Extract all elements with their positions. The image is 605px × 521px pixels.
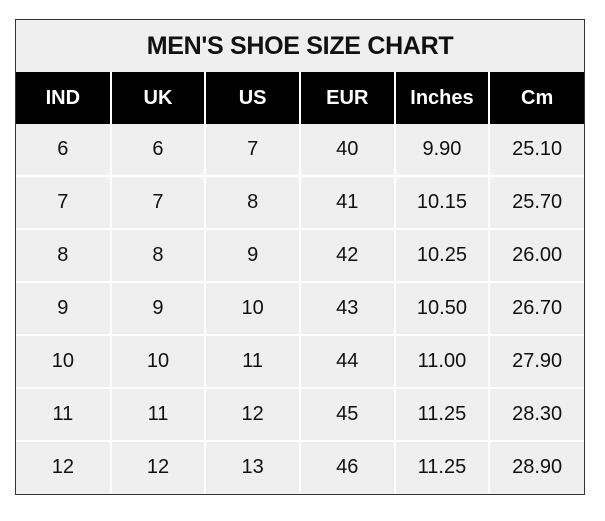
table-cell: 11 (109, 387, 206, 441)
table-cell: 10.25 (393, 228, 490, 282)
table-cell: 28.30 (488, 387, 584, 441)
table-cell: 46 (298, 440, 395, 493)
table-cell: 45 (298, 387, 395, 441)
size-table: IND UK US EUR Inches Cm 6 6 7 40 9.90 25.10 7 7 8 41 10… (16, 72, 584, 493)
table-cell: 8 (204, 175, 300, 229)
table-cell: 7 (204, 124, 300, 176)
table-row: 7 7 8 41 10.15 25.70 (16, 175, 584, 229)
table-cell: 6 (109, 124, 206, 176)
size-chart: MEN'S SHOE SIZE CHART IND UK US EUR Inches Cm… (15, 19, 585, 495)
table-cell: 13 (204, 440, 300, 493)
table-cell: 10.15 (393, 175, 490, 229)
table-cell: 44 (298, 334, 395, 388)
table-cell: 26.00 (488, 228, 584, 282)
table-cell: 26.70 (488, 281, 584, 335)
column-header: US (204, 72, 300, 124)
table-cell: 7 (16, 175, 111, 229)
column-header: EUR (298, 72, 395, 124)
table-cell: 9.90 (393, 124, 490, 176)
table-cell: 11.25 (393, 387, 490, 441)
table-row: 11 11 12 45 11.25 28.30 (16, 387, 584, 441)
table-cell: 25.70 (488, 175, 584, 229)
table-cell: 9 (109, 281, 206, 335)
table-cell: 42 (298, 228, 395, 282)
table-cell: 10 (204, 281, 300, 335)
table-cell: 8 (109, 228, 206, 282)
table-cell: 10 (109, 334, 206, 388)
table-cell: 11 (204, 334, 300, 388)
table-cell: 11.25 (393, 440, 490, 493)
table-cell: 43 (298, 281, 395, 335)
table-cell: 40 (298, 124, 395, 176)
table-cell: 25.10 (488, 124, 584, 176)
table-cell: 9 (204, 228, 300, 282)
table-cell: 7 (109, 175, 206, 229)
column-header: Cm (488, 72, 584, 124)
table-row: 6 6 7 40 9.90 25.10 (16, 124, 584, 176)
table-cell: 11 (16, 387, 111, 441)
table-cell: 9 (16, 281, 111, 335)
table-cell: 41 (298, 175, 395, 229)
header-row: IND UK US EUR Inches Cm (16, 72, 584, 124)
table-cell: 11.00 (393, 334, 490, 388)
table-cell: 10.50 (393, 281, 490, 335)
table-cell: 12 (16, 440, 111, 493)
table-cell: 12 (204, 387, 300, 441)
table-cell: 8 (16, 228, 111, 282)
table-cell: 28.90 (488, 440, 584, 493)
column-header: IND (16, 72, 111, 124)
table-cell: 10 (16, 334, 111, 388)
table-cell: 6 (16, 124, 111, 176)
table-row: 12 12 13 46 11.25 28.90 (16, 440, 584, 493)
table-cell: 27.90 (488, 334, 584, 388)
table-row: 9 9 10 43 10.50 26.70 (16, 281, 584, 335)
chart-title: MEN'S SHOE SIZE CHART (146, 31, 454, 60)
column-header: Inches (393, 72, 490, 124)
table-row: 10 10 11 44 11.00 27.90 (16, 334, 584, 388)
column-header: UK (109, 72, 206, 124)
table-row: 8 8 9 42 10.25 26.00 (16, 228, 584, 282)
table-cell: 12 (109, 440, 206, 493)
